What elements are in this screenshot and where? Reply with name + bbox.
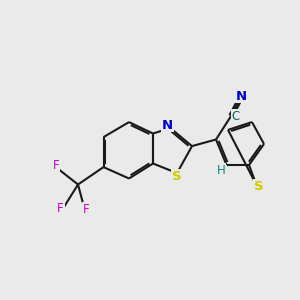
Text: H: H bbox=[217, 164, 226, 177]
Text: S: S bbox=[172, 169, 182, 183]
Text: F: F bbox=[83, 203, 90, 216]
Text: N: N bbox=[236, 89, 247, 103]
Text: F: F bbox=[57, 202, 64, 215]
Text: C: C bbox=[231, 110, 240, 123]
Text: S: S bbox=[254, 180, 264, 193]
Text: N: N bbox=[162, 118, 173, 132]
Text: F: F bbox=[53, 159, 60, 172]
